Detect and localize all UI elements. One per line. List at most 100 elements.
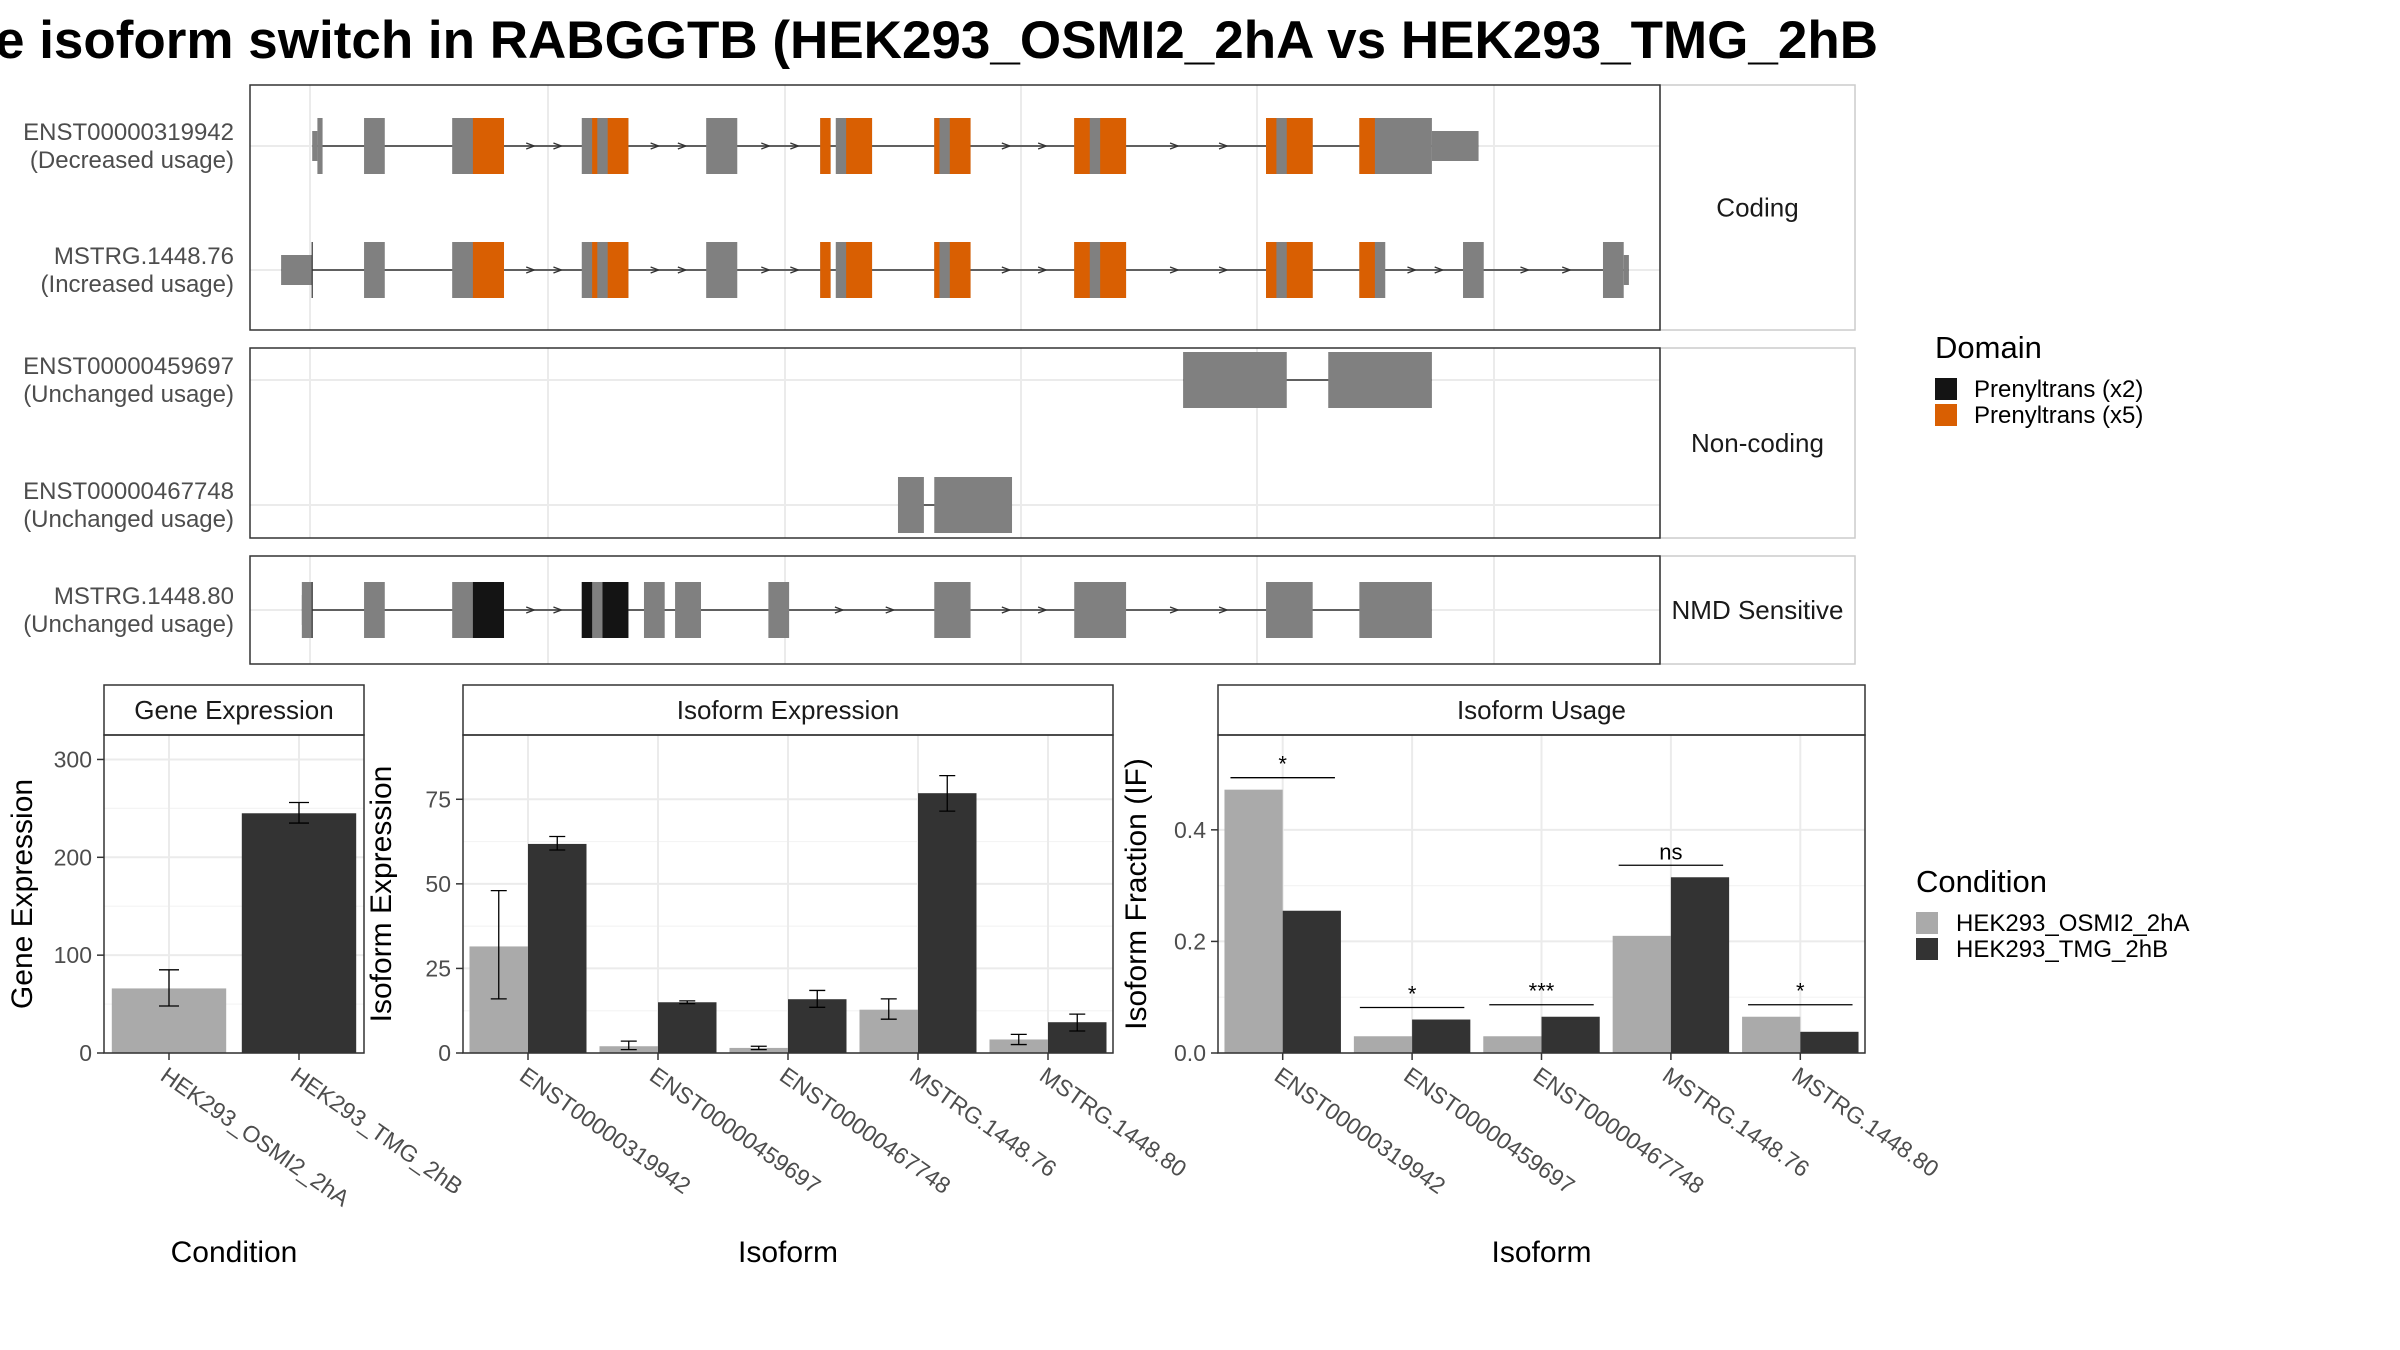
exon-block — [1463, 242, 1484, 298]
legend-key — [1935, 404, 1957, 426]
bar — [528, 843, 587, 1053]
strand-arrow — [1218, 142, 1229, 150]
domain-legend-title: Domain — [1935, 330, 2042, 365]
domain-block — [581, 582, 593, 638]
transcript-enst00000319942: ENST00000319942(Decreased usage) — [23, 118, 1479, 174]
strand-arrow — [553, 266, 564, 274]
domain-legend: Domain Prenyltrans (x2)Prenyltrans (x5) — [1935, 330, 2143, 429]
chart-gene-expression: Gene Expression0100200300HEK293_OSMI2_2h… — [6, 684, 468, 1269]
significance-label: * — [1408, 982, 1417, 1007]
domain-block — [1100, 242, 1127, 298]
domain-block — [949, 242, 971, 298]
y-tick-label: 0 — [438, 1040, 451, 1066]
bar — [989, 1039, 1048, 1053]
strand-arrow — [761, 266, 772, 274]
panel-strip — [103, 684, 365, 736]
facet-strip-label: Non-coding — [1691, 428, 1824, 458]
strand-arrow — [1169, 606, 1180, 614]
bar — [1612, 935, 1671, 1053]
strand-arrow — [1001, 606, 1012, 614]
y-tick-label: 50 — [425, 871, 451, 897]
panel-strip-title: Isoform Expression — [677, 695, 900, 725]
strand-arrow — [677, 142, 688, 150]
legend-key — [1916, 938, 1938, 960]
figure-title: e isoform switch in RABGGTB (HEK293_OSMI… — [0, 11, 1878, 70]
strand-arrow — [1037, 142, 1048, 150]
transcript-id-label: ENST00000319942 — [23, 119, 234, 146]
strand-arrow — [1169, 142, 1180, 150]
bar — [918, 793, 977, 1053]
strand-arrow — [525, 266, 537, 274]
strand-arrow — [553, 142, 564, 150]
domain-block — [1266, 242, 1277, 298]
strand-arrow — [1001, 266, 1012, 274]
utr-block — [1431, 131, 1479, 161]
domain-block — [820, 118, 831, 174]
exon-block — [897, 477, 924, 533]
domain-block — [1074, 242, 1090, 298]
transcript-usage-label: (Decreased usage) — [30, 147, 234, 174]
domain-block — [607, 118, 629, 174]
transcript-usage-label: (Unchanged usage) — [23, 381, 234, 408]
plot-border — [103, 734, 365, 1054]
y-axis-title: Gene Expression — [6, 779, 39, 1009]
strand-arrow — [1037, 266, 1048, 274]
domain-legend-label: Prenyltrans (x5) — [1974, 402, 2143, 429]
y-tick-label: 200 — [54, 844, 92, 870]
strand-arrow — [553, 606, 564, 614]
bar — [1670, 877, 1730, 1053]
facet-border — [249, 84, 1661, 331]
y-tick-label: 100 — [54, 942, 92, 968]
facet-coding: Coding ENST00000319942(Decreased usage) MS… — [23, 84, 1856, 331]
exon-block — [706, 242, 738, 298]
bar — [1282, 910, 1341, 1053]
transcript-usage-label: (Increased usage) — [41, 271, 234, 298]
exon-block — [1266, 582, 1313, 638]
chart-isoform-usage: Isoform Usage** ***ns*0.00.20.4ENST000003… — [1120, 684, 1944, 1269]
strand-arrow — [1169, 266, 1180, 274]
exon-block — [768, 582, 790, 638]
exon-block — [317, 118, 323, 174]
transcript-id-label: ENST00000459697 — [23, 353, 234, 380]
bar — [1353, 1036, 1413, 1053]
transcript-enst00000459697: ENST00000459697(Unchanged usage) — [23, 352, 1432, 408]
panel-strip-title: Gene Expression — [134, 695, 333, 725]
facet-strip — [1659, 347, 1856, 539]
exon-block — [1183, 352, 1287, 408]
exon-block — [1328, 352, 1432, 408]
y-tick-label: 75 — [425, 786, 451, 812]
exon-block — [675, 582, 701, 638]
bar — [1412, 1019, 1471, 1053]
facet-non-coding: Non-coding ENST00000459697(Unchanged usag… — [23, 347, 1856, 539]
y-tick-label: 25 — [425, 955, 451, 981]
strand-arrow — [1520, 266, 1531, 274]
facet-border — [249, 347, 1661, 539]
transcript-id-label: MSTRG.1448.80 — [54, 583, 234, 610]
exon-block — [934, 477, 1013, 533]
significance-label: *** — [1529, 979, 1555, 1004]
strand-arrow — [1561, 266, 1573, 274]
significance-label: * — [1796, 979, 1805, 1004]
domain-block — [846, 242, 873, 298]
facet-border — [249, 555, 1661, 665]
x-axis-title: Isoform — [1491, 1236, 1591, 1269]
y-tick-label: 0 — [79, 1040, 92, 1066]
bar — [729, 1047, 788, 1053]
panel-strip — [462, 684, 1114, 736]
y-axis-title: Isoform Expression — [365, 766, 398, 1023]
domain-block — [607, 242, 629, 298]
utr-block — [281, 255, 313, 285]
strand-arrow — [1434, 266, 1445, 274]
facet-strip-label: Coding — [1716, 193, 1798, 223]
strand-arrow — [525, 142, 537, 150]
bar — [788, 999, 847, 1053]
domain-legend-label: Prenyltrans (x2) — [1974, 376, 2143, 403]
x-axis-title: Condition — [171, 1236, 298, 1269]
facet-strip — [1659, 84, 1856, 331]
exon-block — [364, 242, 385, 298]
transcript-structure-panel: Coding ENST00000319942(Decreased usage) MS… — [23, 84, 1856, 665]
exon-block — [1359, 582, 1432, 638]
exon-block — [1074, 582, 1127, 638]
